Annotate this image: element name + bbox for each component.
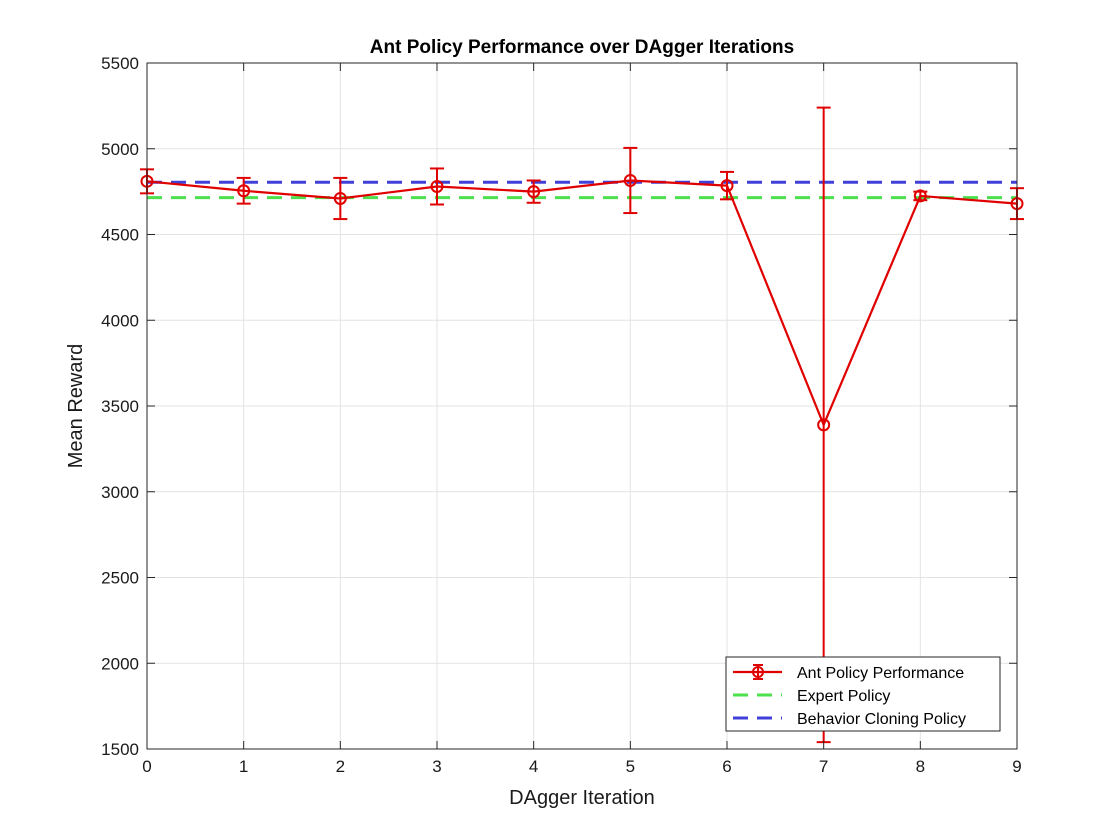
x-axis-label: DAgger Iteration [509,787,655,809]
y-tick-label: 3000 [101,483,139,502]
data-point [430,179,444,193]
axis-ticks: 0 1 2 3 4 5 6 7 8 9 1500 2000 2500 3000 3500 4000 4500 50… [101,54,1022,776]
x-tick-label: 9 [1012,757,1021,776]
chart-title: Ant Policy Performance over DAgger Itera… [370,37,794,58]
x-tick-label: 2 [336,757,345,776]
data-point [623,173,637,187]
x-tick-label: 6 [722,757,731,776]
legend-label-ant-policy: Ant Policy Performance [797,665,964,682]
legend-label-behavior-cloning: Behavior Cloning Policy [797,711,966,728]
x-tick-label: 8 [916,757,925,776]
legend-swatch-marker [752,666,764,678]
data-point [527,185,541,199]
y-tick-label: 4000 [101,311,139,330]
legend-entry-expert: Expert Policy [733,688,890,705]
y-tick-label: 2500 [101,569,139,588]
data-point [913,189,927,203]
legend-entry-ant-policy: Ant Policy Performance [733,664,964,682]
x-tick-label: 0 [142,757,151,776]
y-tick-label: 2000 [101,654,139,673]
x-tick-label: 4 [529,757,538,776]
y-axis-label: Mean Reward [65,344,87,469]
data-point [817,418,831,432]
y-tick-label: 1500 [101,740,139,759]
legend-entry-behavior-cloning: Behavior Cloning Policy [733,711,966,728]
y-tick-label: 5000 [101,140,139,159]
legend-label-expert: Expert Policy [797,688,890,705]
ant-policy-line [146,179,1018,426]
reference-lines [147,180,1017,200]
data-series [140,106,1024,744]
x-tick-label: 3 [432,757,441,776]
y-tick-label: 5500 [101,54,139,73]
x-tick-label: 1 [239,757,248,776]
x-tick-label: 5 [626,757,635,776]
legend: Ant Policy Performance Expert Policy Beh… [725,656,1001,732]
data-point [237,184,251,198]
y-tick-label: 3500 [101,397,139,416]
x-tick-label: 7 [819,757,828,776]
y-tick-label: 4500 [101,226,139,245]
data-point [333,191,347,205]
data-point [720,179,734,193]
